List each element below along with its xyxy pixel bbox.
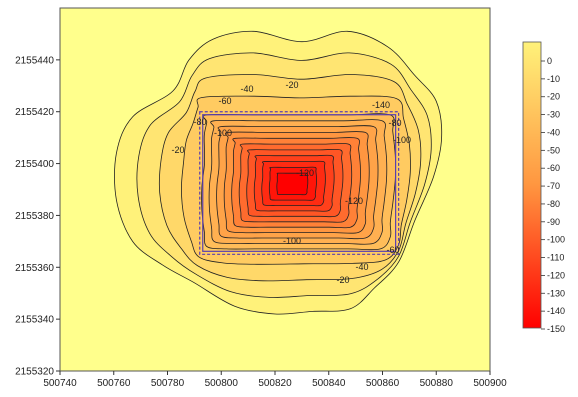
- x-tick-label: 500740: [43, 378, 77, 389]
- colorbar-label: -20: [547, 92, 560, 102]
- y-tick-label: 2155420: [15, 107, 54, 118]
- contour-label: -20: [336, 275, 349, 285]
- colorbar-label: -70: [547, 181, 560, 191]
- contour-label: -80: [388, 118, 401, 128]
- y-axis: 2155320 2155340 2155360 2155380 2155400 21554…: [15, 55, 60, 378]
- x-tick-label: 500900: [473, 378, 507, 389]
- colorbar-label: 0: [547, 56, 552, 66]
- colorbar-label: -150: [547, 324, 565, 334]
- y-tick-label: 2155340: [15, 315, 54, 326]
- colorbar-label: -120: [547, 270, 565, 280]
- colorbar-label: -60: [547, 163, 560, 173]
- colorbar: 0 -10 -20 -30 -40 -50 -60 -70 -80 -90 -100 -110 -120…: [522, 41, 565, 334]
- x-tick-label: 500760: [97, 378, 131, 389]
- contour-label: -40: [355, 262, 368, 272]
- x-tick-label: 500820: [258, 378, 292, 389]
- x-tick-label: 500880: [420, 378, 454, 389]
- y-tick-label: 2155440: [15, 55, 54, 66]
- y-tick-label: 2155400: [15, 159, 54, 170]
- contour-label: -120: [345, 196, 363, 206]
- contour-label: -20: [171, 145, 184, 155]
- contour-label: -60: [218, 96, 231, 106]
- colorbar-label: -100: [547, 235, 565, 245]
- x-tick-label: 500800: [205, 378, 239, 389]
- x-axis: 500740 500760 500780 500800 500820 500840 5008…: [43, 371, 507, 389]
- colorbar-label: -110: [547, 253, 564, 263]
- colorbar-gradient: [522, 41, 542, 329]
- contour-label: -100: [283, 236, 301, 246]
- contour-label: -100: [393, 135, 411, 145]
- pit-outline-rect: [199, 111, 400, 255]
- colorbar-label: -50: [547, 145, 560, 155]
- x-tick-label: 500780: [151, 378, 185, 389]
- x-tick-label: 500840: [312, 378, 346, 389]
- colorbar-label: -130: [547, 288, 565, 298]
- y-tick-label: 2155360: [15, 263, 54, 274]
- contour-label: -120: [296, 168, 314, 178]
- colorbar-label: -30: [547, 110, 560, 120]
- contour-label: -80: [193, 117, 206, 127]
- x-tick-label: 500860: [366, 378, 400, 389]
- pit-outline-rect: [202, 114, 397, 252]
- contour-levels: [114, 30, 443, 315]
- colorbar-label: -140: [547, 306, 565, 316]
- y-tick-label: 2155320: [15, 367, 54, 378]
- contour-label: -20: [285, 80, 298, 90]
- contour-label: -140: [372, 100, 390, 110]
- colorbar-label: -80: [547, 199, 560, 209]
- contour-label: -60: [386, 245, 399, 255]
- contour-label: -100: [214, 128, 232, 138]
- pit-outline: [199, 111, 400, 255]
- y-tick-label: 2155380: [15, 211, 54, 222]
- contour-label: -40: [240, 84, 253, 94]
- contour-labels: -20 -40 -60 -80 -100 -120 -140 -100 -120 -40 -60 -2…: [171, 80, 411, 285]
- colorbar-label: -10: [547, 74, 560, 84]
- contour-level-15: [276, 172, 309, 196]
- colorbar-label: -90: [547, 217, 560, 227]
- colorbar-label: -40: [547, 127, 560, 137]
